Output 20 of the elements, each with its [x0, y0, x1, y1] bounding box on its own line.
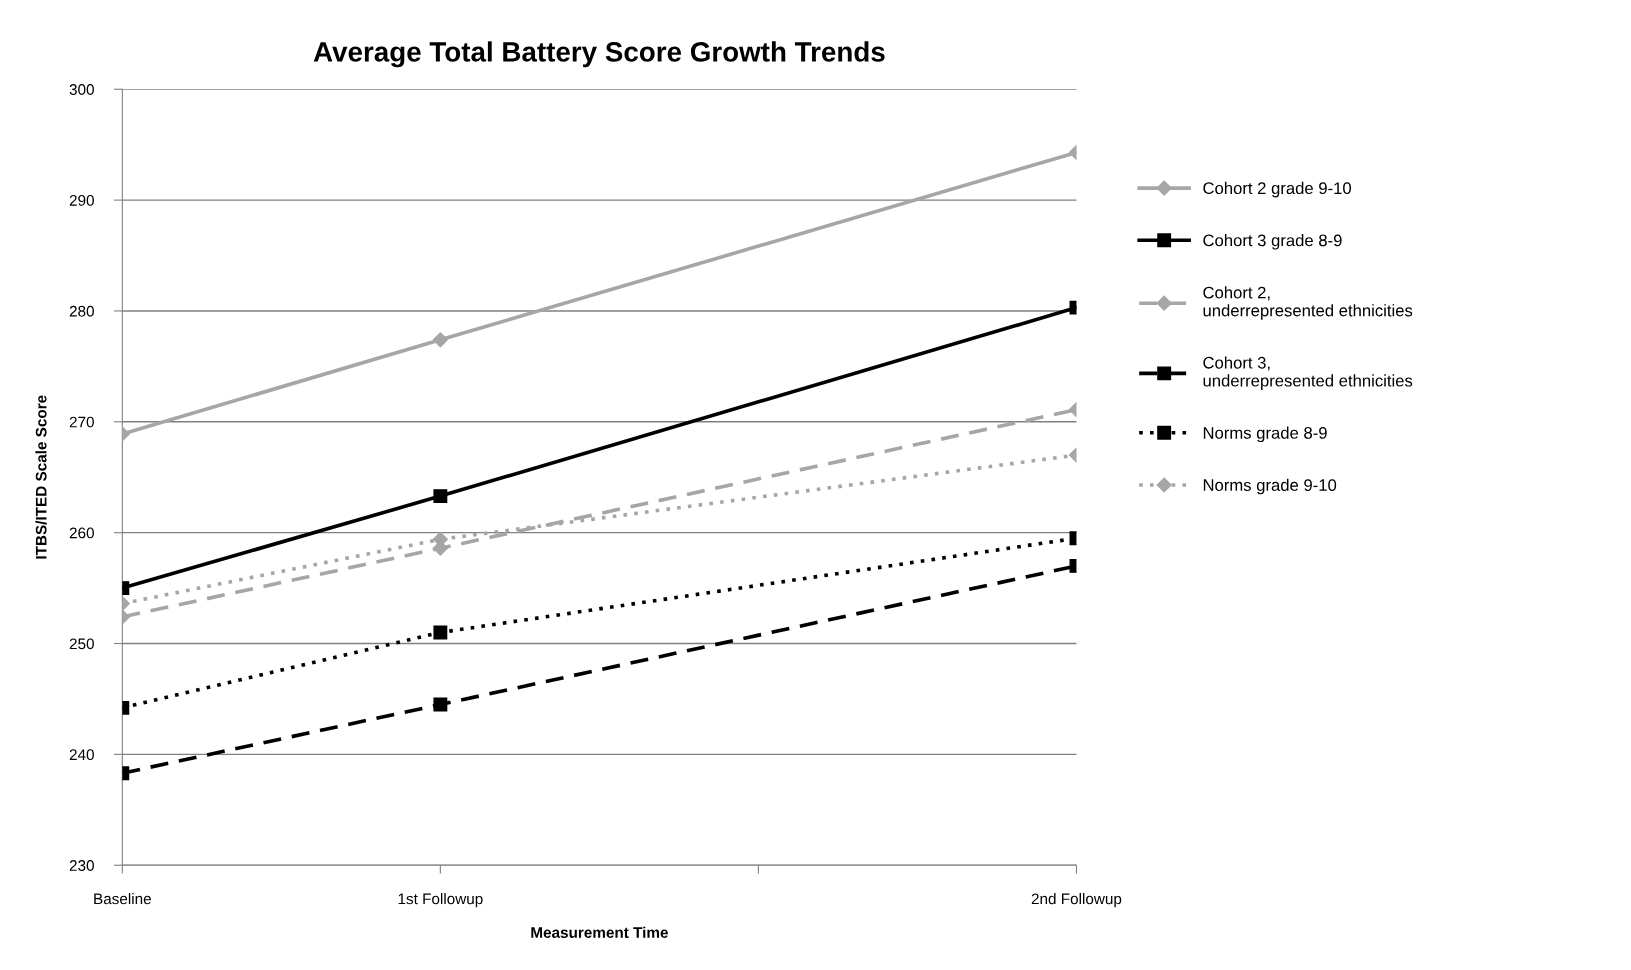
chart-title: Average Total Battery Score Growth Trends: [313, 41, 885, 68]
x-tick-label: Baseline: [94, 893, 151, 905]
x-axis-title: Measurement Time: [531, 926, 668, 938]
legend-label: Cohort 2, underrepresented ethnicities: [1203, 286, 1413, 320]
legend-label: Norms grade 9-10: [1203, 478, 1337, 495]
y-tick-label: 250: [69, 638, 94, 650]
legend-label: Cohort 2 grade 9-10: [1203, 181, 1352, 198]
y-tick-label: 270: [69, 416, 94, 428]
y-tick-label: 280: [69, 305, 94, 317]
y-tick-label: 240: [69, 749, 94, 761]
y-tick-label: 230: [69, 860, 94, 871]
legend-label: Norms grade 8-9: [1203, 426, 1327, 443]
x-tick-label: 2nd Followup: [1031, 893, 1122, 908]
x-tick-label: 1st Followup: [398, 893, 483, 908]
y-tick-label: 300: [69, 84, 94, 95]
legend-label: Cohort 3 grade 8-9: [1203, 234, 1342, 250]
y-tick-label: 290: [69, 194, 94, 206]
y-tick-label: 260: [69, 527, 94, 539]
y-axis-title: ITBS/ITED Scale Score: [35, 395, 47, 559]
legend-label: Cohort 3, underrepresented ethnicities: [1203, 356, 1413, 390]
